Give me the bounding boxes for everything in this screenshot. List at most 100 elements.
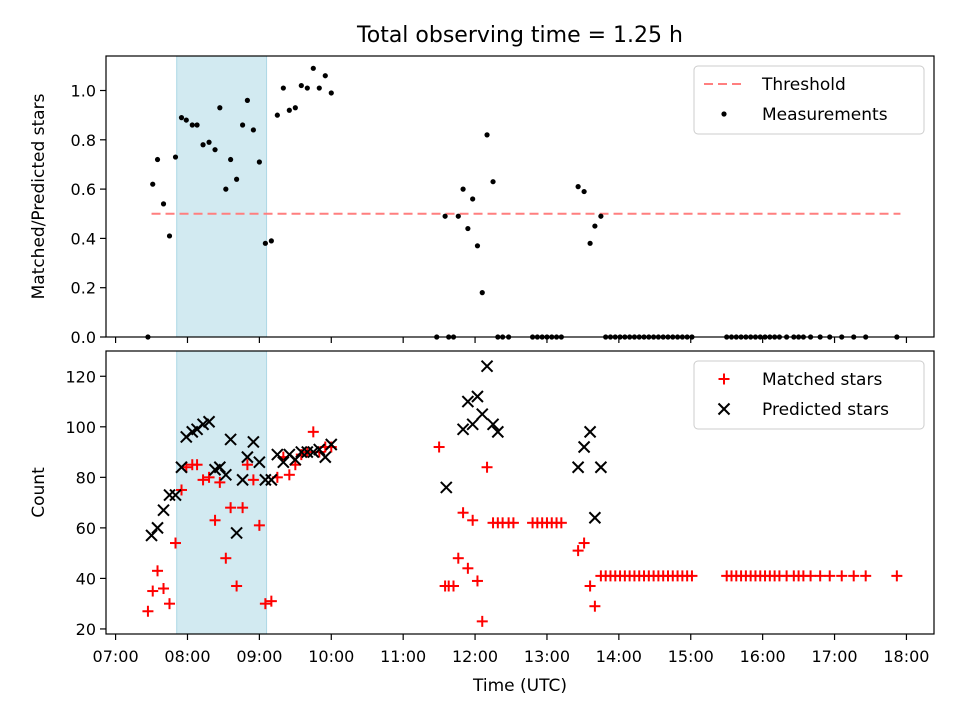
legend-marker <box>721 111 727 117</box>
data-point <box>259 598 271 610</box>
data-point <box>236 473 249 487</box>
data-point <box>433 441 445 453</box>
count-panel: 20 40 60 80 100 120 07:00 08:00 09:00 10:00 11:00… <box>29 350 935 666</box>
data-point <box>592 223 598 229</box>
data-point <box>154 156 161 163</box>
count-marks <box>142 359 903 627</box>
observing-window-shading <box>176 350 268 635</box>
data-point <box>213 461 227 474</box>
data-point <box>230 526 243 540</box>
x-tick-label: 12:00 <box>452 647 498 666</box>
data-point <box>166 233 173 239</box>
data-point <box>572 545 584 557</box>
data-point <box>860 570 872 582</box>
data-point <box>460 186 466 192</box>
legend-item: Predicted stars <box>717 400 889 420</box>
count-legend: Matched stars Predicted stars <box>693 360 925 430</box>
data-point <box>313 443 326 456</box>
data-point <box>160 201 167 207</box>
data-point <box>484 132 490 138</box>
data-point <box>247 474 259 486</box>
data-point <box>152 565 164 577</box>
data-point <box>824 570 836 582</box>
data-point <box>307 426 319 438</box>
data-point <box>194 122 200 128</box>
data-point <box>240 122 246 128</box>
data-point <box>322 73 328 79</box>
data-point <box>319 450 332 464</box>
data-point <box>241 459 253 471</box>
data-point <box>183 117 189 123</box>
data-point <box>686 570 698 582</box>
x-tick-label: 14:00 <box>596 647 642 666</box>
data-point <box>283 469 295 481</box>
data-point <box>217 105 223 111</box>
data-point <box>150 181 156 187</box>
data-point <box>241 450 254 464</box>
data-point <box>220 552 232 564</box>
data-point <box>588 511 602 524</box>
data-point <box>474 243 481 249</box>
data-point <box>164 598 176 610</box>
data-point <box>256 159 262 165</box>
data-point <box>490 179 496 185</box>
data-point <box>289 453 302 466</box>
data-point <box>476 407 489 421</box>
data-point <box>442 213 448 219</box>
data-point <box>598 213 604 219</box>
x-tick-label: 15:00 <box>668 647 714 666</box>
ratio-y-axis-label: Matched/Predicted stars <box>29 93 49 299</box>
data-point <box>292 105 298 111</box>
data-point <box>280 85 286 91</box>
data-point <box>298 82 304 89</box>
data-point <box>157 503 170 517</box>
data-point <box>805 570 817 582</box>
y-tick-label: 0.8 <box>71 131 96 150</box>
y-tick-label: 20 <box>76 620 96 639</box>
data-point <box>577 440 591 454</box>
data-point <box>481 461 493 473</box>
data-point <box>191 459 203 471</box>
observing-window-shading <box>176 55 268 338</box>
data-point <box>262 240 268 246</box>
y-tick-label: 0.4 <box>71 229 96 248</box>
count-y-axis: 20 40 60 80 100 120 <box>65 367 106 639</box>
data-point <box>581 188 587 195</box>
series-predicted-stars <box>145 359 608 542</box>
data-point <box>169 488 182 502</box>
y-tick-label: 0.0 <box>71 328 96 347</box>
y-tick-label: 120 <box>65 367 96 386</box>
data-point <box>274 112 280 118</box>
data-point <box>455 213 461 219</box>
data-point <box>452 552 464 564</box>
data-point <box>571 461 585 474</box>
legend-label: Matched stars <box>762 370 882 390</box>
data-point <box>584 580 596 592</box>
data-point <box>465 225 471 232</box>
data-point <box>223 186 229 192</box>
data-point <box>178 115 185 121</box>
data-point <box>200 142 206 148</box>
y-tick-label: 1.0 <box>71 82 96 101</box>
chart-title: Total observing time = 1.25 h <box>356 23 683 48</box>
x-tick-label: 16:00 <box>740 647 786 666</box>
data-point <box>440 481 453 494</box>
y-tick-label: 40 <box>76 569 96 588</box>
data-point <box>151 521 164 535</box>
data-point <box>268 238 274 244</box>
x-tick-label: 10:00 <box>308 647 354 666</box>
series-matched-stars <box>142 426 903 627</box>
legend-box <box>693 65 925 135</box>
data-point <box>461 395 475 408</box>
ratio-y-axis: 0.0 0.2 0.4 0.6 0.8 1.0 <box>71 82 106 347</box>
data-point <box>202 415 216 428</box>
x-tick-label: 17:00 <box>811 647 857 666</box>
data-point <box>470 196 476 202</box>
x-tick-label: 08:00 <box>164 647 210 666</box>
data-point <box>228 156 234 163</box>
data-point <box>304 85 310 91</box>
legend-item: Measurements <box>721 105 888 125</box>
data-point <box>219 468 233 482</box>
data-point <box>589 600 601 612</box>
x-tick-label: 11:00 <box>380 647 426 666</box>
